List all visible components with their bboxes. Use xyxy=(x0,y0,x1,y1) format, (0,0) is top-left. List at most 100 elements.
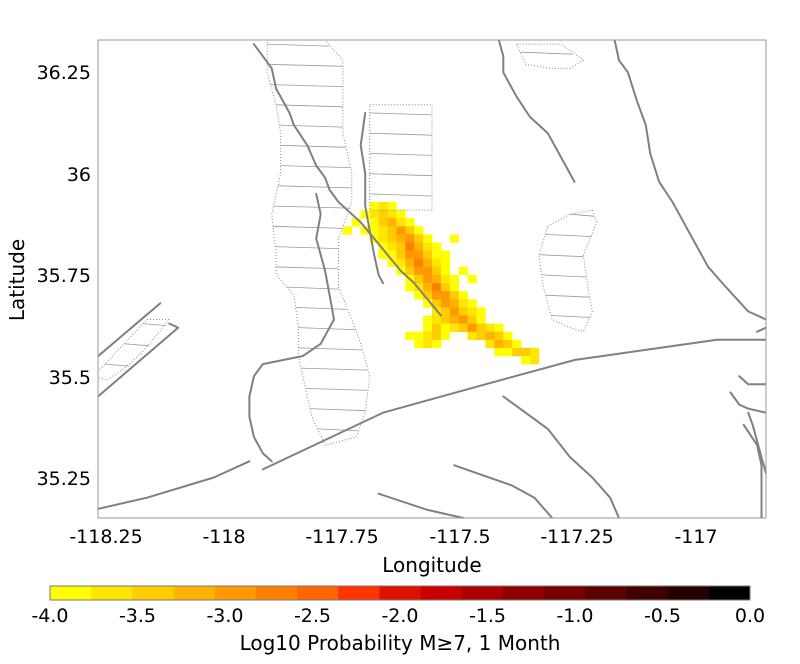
colorbar-tick-label: -3.5 xyxy=(119,605,156,627)
heat-cell xyxy=(440,299,451,308)
zone-hatch-line xyxy=(272,225,343,229)
heat-cell xyxy=(405,250,415,259)
zone-hatch-line xyxy=(301,367,368,371)
heat-cell xyxy=(360,226,370,235)
colorbar-ticks: -4.0 -3.5 -3.0 -2.5 -2.0 -1.5 -1.0 -0.5 … xyxy=(31,605,765,627)
x-tick-label: -117.5 xyxy=(429,526,490,548)
heat-cell xyxy=(414,234,424,243)
heat-cell xyxy=(396,218,406,227)
heat-cell xyxy=(405,242,415,251)
x-tick-label: -118 xyxy=(202,526,245,548)
heat-cell xyxy=(405,283,415,292)
heat-cell xyxy=(440,315,451,324)
heat-cell xyxy=(423,323,433,332)
heat-cell xyxy=(414,331,424,341)
colorbar-segment xyxy=(461,586,504,600)
heat-cell xyxy=(449,315,459,324)
x-tick-label: -118.25 xyxy=(69,526,142,548)
heat-cell xyxy=(432,274,442,284)
zone-hatch-line xyxy=(280,165,351,168)
zone-hatch-line xyxy=(369,153,433,156)
fault-line xyxy=(453,464,554,518)
heat-cell xyxy=(414,266,424,276)
heat-cell xyxy=(467,323,477,332)
zone-hatch-line xyxy=(277,185,352,189)
zone-hatch-line xyxy=(369,193,433,197)
colorbar-tick-label: -1.0 xyxy=(556,605,593,627)
zone-hatch-line xyxy=(143,323,166,326)
fault-line xyxy=(359,111,384,285)
colorbar-segment xyxy=(297,586,339,600)
heat-cell xyxy=(432,331,442,341)
heat-cell xyxy=(485,323,495,332)
heat-cell xyxy=(485,331,495,341)
heat-cell xyxy=(369,210,379,219)
zone-hatch-line xyxy=(280,144,346,148)
zone-hatch-line xyxy=(520,51,573,55)
zone-hatch-line xyxy=(104,363,130,367)
colorbar-segment xyxy=(502,586,545,600)
heat-cell xyxy=(405,258,415,268)
zone-hatch-line xyxy=(267,43,329,47)
heat-cell xyxy=(485,339,495,349)
dotted-zone xyxy=(266,40,371,446)
zone-hatch-line xyxy=(295,307,347,310)
heat-cell xyxy=(476,323,486,332)
x-axis-ticks: -118.25 -118 -117.75 -117.5 -117.25 -117 xyxy=(69,526,717,548)
zone-hatch-line xyxy=(545,234,592,237)
fault-line xyxy=(742,423,763,518)
fault-line xyxy=(497,40,576,183)
dotted-zone xyxy=(538,209,598,333)
x-tick-label: -117 xyxy=(674,526,717,548)
fault-line xyxy=(98,322,180,398)
fault-line xyxy=(377,492,465,518)
heat-cell xyxy=(378,250,388,259)
y-axis-ticks: 36.25 36 35.75 35.5 35.25 xyxy=(37,62,91,490)
zone-hatch-line xyxy=(369,132,433,136)
fault-line xyxy=(98,302,162,358)
heat-cell xyxy=(378,242,388,251)
heat-cell xyxy=(503,339,513,349)
zone-hatch-line xyxy=(124,343,150,347)
heat-cell xyxy=(458,307,468,316)
heat-cell xyxy=(414,291,424,300)
heat-cell xyxy=(530,347,540,357)
colorbar-tick-label: -1.5 xyxy=(469,605,506,627)
heat-cell xyxy=(458,299,468,308)
heat-cell xyxy=(342,226,353,235)
heat-cell xyxy=(378,234,388,243)
heat-cell xyxy=(432,323,442,332)
zone-hatch-line xyxy=(541,274,587,278)
zone-hatch-line xyxy=(551,315,591,318)
heat-cell xyxy=(423,283,433,292)
heat-cell xyxy=(458,291,468,300)
y-axis-label: Latitude xyxy=(5,239,29,321)
dotted-zone-layer xyxy=(98,40,598,446)
colorbar-segment xyxy=(255,586,298,600)
heat-cell xyxy=(503,331,513,341)
heat-cell xyxy=(530,356,540,365)
heat-cell xyxy=(467,315,477,324)
heat-cell xyxy=(405,266,415,276)
plot-frame xyxy=(97,39,767,519)
fault-line xyxy=(756,326,766,333)
heat-cell xyxy=(449,323,459,332)
heat-cell xyxy=(494,347,504,357)
heat-cell xyxy=(449,307,459,316)
colorbar-segment xyxy=(667,586,710,600)
fault-line xyxy=(738,375,766,386)
heat-cell xyxy=(467,299,477,308)
heat-cell xyxy=(423,331,433,341)
heat-cell xyxy=(476,331,486,341)
heat-cell xyxy=(494,339,504,349)
heat-cell xyxy=(512,339,522,349)
heat-layer xyxy=(342,202,540,365)
heat-cell xyxy=(440,307,451,316)
heat-cell xyxy=(432,258,442,268)
heat-cell xyxy=(369,202,379,211)
heat-cell xyxy=(449,291,459,300)
heat-cell xyxy=(440,266,451,276)
heat-cell xyxy=(440,283,451,292)
y-tick-label: 35.25 xyxy=(37,468,91,490)
